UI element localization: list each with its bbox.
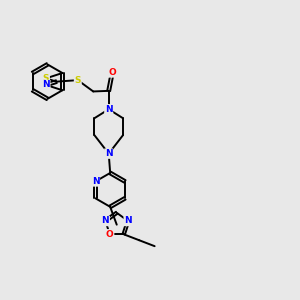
Text: O: O <box>108 68 116 77</box>
Text: O: O <box>106 230 114 239</box>
Text: N: N <box>124 217 132 226</box>
Text: N: N <box>102 217 109 226</box>
Text: N: N <box>92 177 99 186</box>
Text: N: N <box>105 105 112 114</box>
Text: S: S <box>43 74 49 83</box>
Text: S: S <box>74 76 81 85</box>
Text: N: N <box>42 80 50 89</box>
Text: N: N <box>105 149 112 158</box>
